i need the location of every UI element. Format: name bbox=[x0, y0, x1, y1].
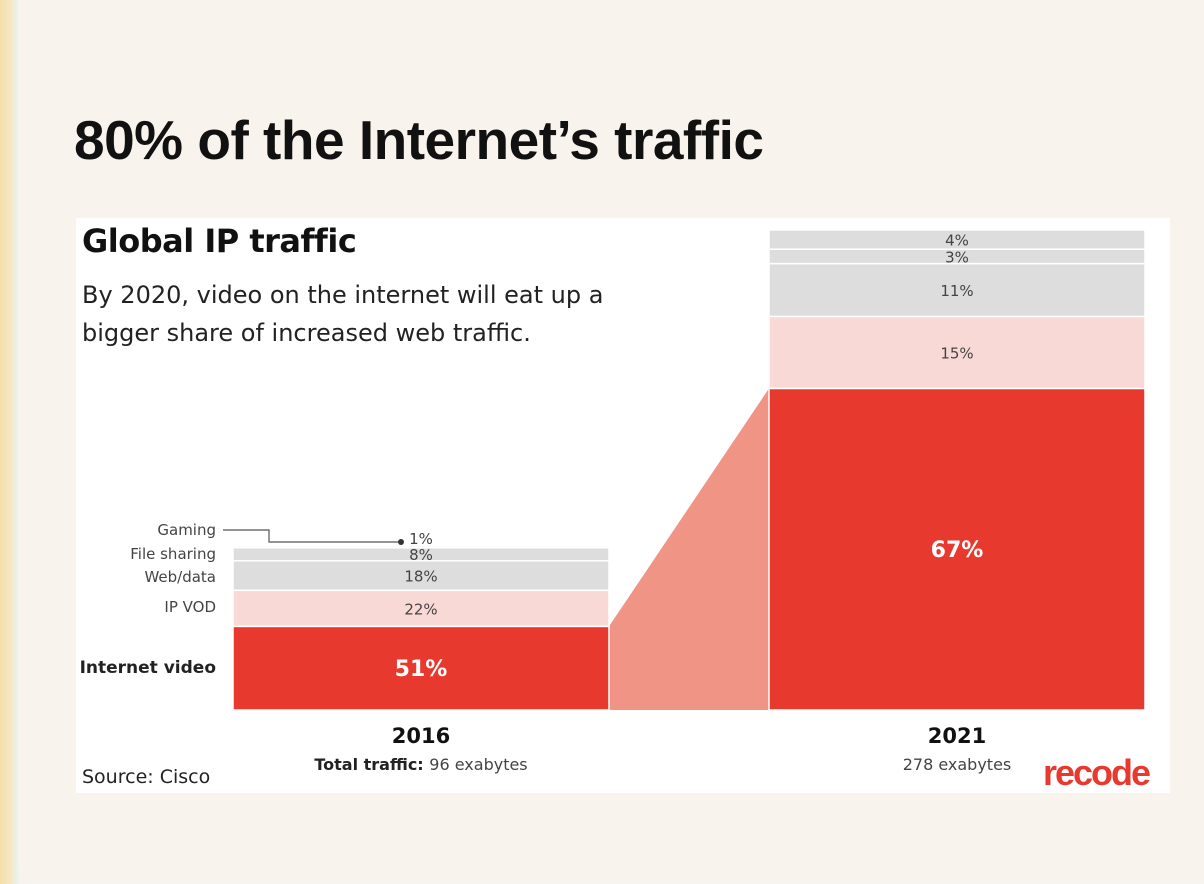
value-label-2021-gaming: 4% bbox=[945, 232, 969, 250]
source-note: Source: Cisco bbox=[82, 766, 211, 788]
legend-label-web-data: Web/data bbox=[144, 568, 216, 586]
bar-2021-gaming bbox=[768, 229, 1146, 250]
value-label-2016-file-sharing: 8% bbox=[409, 546, 433, 564]
chart-title: Global IP traffic bbox=[82, 222, 357, 260]
chart-subtitle: By 2020, video on the internet will eat … bbox=[82, 281, 604, 347]
total-traffic-2021: 278 exabytes bbox=[903, 755, 1012, 774]
gaming-callout-dot bbox=[398, 539, 404, 545]
legend-label-gaming: Gaming bbox=[157, 521, 216, 539]
value-label-2016-ip-vod: 22% bbox=[404, 600, 437, 618]
value-label-2016-internet-video: 51% bbox=[395, 657, 448, 682]
legend-label-file-sharing: File sharing bbox=[130, 545, 216, 563]
x-axis-label-2016: 2016 bbox=[392, 724, 450, 748]
total-traffic-2016: Total traffic: 96 exabytes bbox=[314, 755, 527, 774]
internet-video-growth-connector bbox=[609, 388, 769, 710]
x-axis-label-2021: 2021 bbox=[928, 724, 986, 748]
bar-2021-internet-video bbox=[768, 387, 1146, 711]
value-label-2016-web-data: 18% bbox=[404, 568, 437, 586]
value-label-2021-web-data: 11% bbox=[940, 282, 973, 300]
value-label-2021-ip-vod: 15% bbox=[940, 344, 973, 362]
legend-label-ip-vod: IP VOD bbox=[164, 598, 216, 616]
value-label-2021-internet-video: 67% bbox=[931, 538, 984, 563]
gaming-callout-line bbox=[223, 529, 401, 543]
bar-2021-web-data bbox=[768, 262, 1146, 318]
legend-label-internet-video: Internet video bbox=[80, 658, 216, 678]
value-label-2021-file-sharing: 3% bbox=[945, 248, 969, 266]
value-label-2016-gaming: 1% bbox=[409, 530, 433, 548]
bar-2021-ip-vod bbox=[768, 315, 1146, 390]
recode-logo: recode bbox=[1043, 752, 1151, 793]
bar-2016-gaming bbox=[232, 545, 610, 549]
slide-title: 80% of the Internet’s traffic bbox=[74, 109, 764, 171]
